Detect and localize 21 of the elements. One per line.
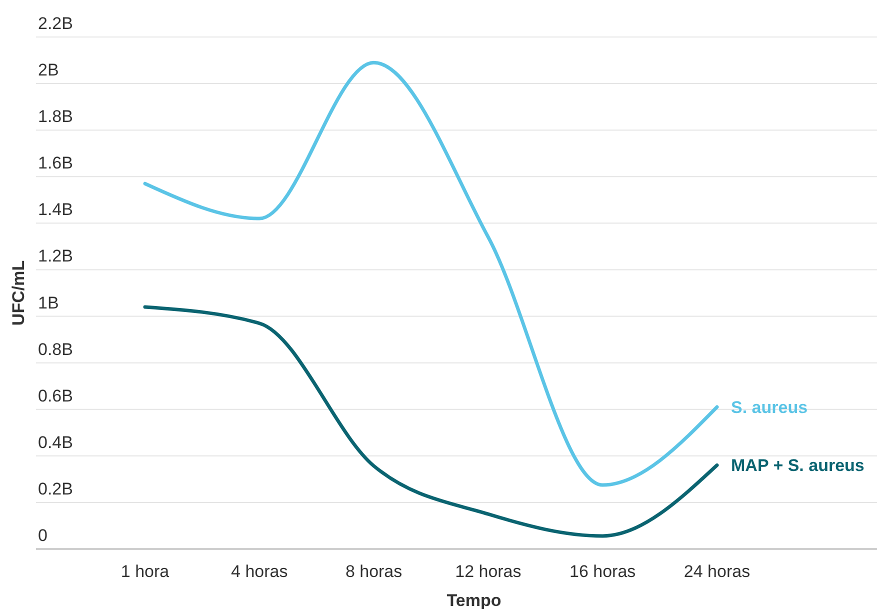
x-tick-label: 12 horas [455, 562, 522, 581]
y-tick-label: 1.2B [38, 246, 73, 266]
y-tick-label: 0 [38, 526, 48, 545]
x-tick-label: 1 hora [120, 562, 170, 581]
y-tick-label: 1.6B [38, 154, 73, 173]
series-label: MAP + S. aureus [731, 456, 864, 476]
y-tick-label: 1B [38, 293, 59, 312]
y-tick-label: 2B [38, 60, 59, 80]
y-tick-label: 1.4B [38, 200, 73, 220]
y-tick-label: 2.2B [38, 14, 73, 33]
y-tick-label: 0.8B [38, 340, 73, 359]
x-tick-label: 24 horas [684, 562, 750, 581]
y-tick-label: 0.2B [38, 479, 73, 498]
y-tick-label: 0.6B [38, 386, 73, 406]
x-tick-label: 16 horas [570, 562, 636, 581]
series-label: S. aureus [731, 398, 808, 418]
y-tick-label: 0.4B [38, 432, 73, 452]
x-tick-label: 4 horas [231, 562, 288, 581]
x-tick-label: 8 horas [345, 562, 402, 581]
y-tick-label: 1.8B [38, 107, 73, 126]
y-axis-title: UFC/mL [9, 260, 28, 326]
